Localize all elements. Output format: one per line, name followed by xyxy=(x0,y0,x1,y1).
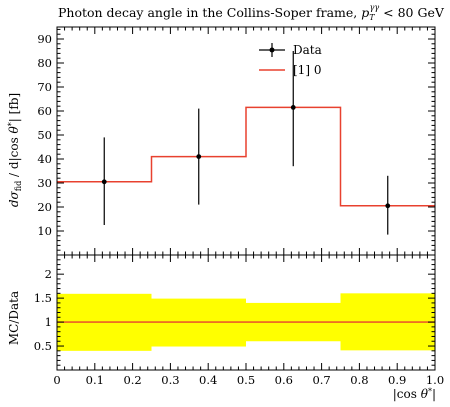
main-ytick-label-50: 50 xyxy=(37,128,52,142)
ratio-xlabel: |cos θ*| xyxy=(393,387,436,401)
chart-title: Photon decay angle in the Collins-Soper … xyxy=(58,3,445,22)
main-ytick-label-20: 20 xyxy=(37,200,52,214)
ratio-ytick-label-3: 2 xyxy=(45,267,52,281)
chart-marks xyxy=(57,51,435,323)
chart-title-cut-sub: T xyxy=(369,13,375,22)
chart-title-text: Photon decay angle in the Collins-Soper … xyxy=(58,5,361,20)
main-ytick-label-90: 90 xyxy=(37,32,52,46)
data-point-3 xyxy=(290,105,296,110)
main-ytick-label-70: 70 xyxy=(37,80,52,94)
data-point-2 xyxy=(196,154,202,160)
main-ytick-label-40: 40 xyxy=(37,152,52,166)
ratio-ytick-label-1: 1 xyxy=(45,315,52,329)
legend: Data [1] 0 xyxy=(259,43,322,77)
ratio-xtick-label-8: 0.8 xyxy=(350,373,368,387)
chart-title-cut-sup: γγ xyxy=(370,3,380,12)
ratio-xtick-label-6: 0.6 xyxy=(275,373,293,387)
legend-label-data: Data xyxy=(293,43,322,57)
data-point-1 xyxy=(101,179,107,185)
main-ytick-label-10: 10 xyxy=(37,224,52,238)
legend-label-mc: [1] 0 xyxy=(293,63,321,77)
main-ytick-label-30: 30 xyxy=(37,176,52,190)
ratio-xtick-label-10: 1.0 xyxy=(426,373,444,387)
ratio-xtick-label-5: 0.5 xyxy=(237,373,255,387)
ratio-xtick-label-7: 0.7 xyxy=(312,373,330,387)
main-ylabel: dσfid / d|cos θ*| [fb] xyxy=(7,93,23,207)
ratio-xtick-label-3: 0.3 xyxy=(161,373,179,387)
main-ytick-label-60: 60 xyxy=(37,104,52,118)
ratio-xtick-label-2: 0.2 xyxy=(123,373,141,387)
ratio-xtick-label-1: 0.1 xyxy=(86,373,104,387)
legend-data-marker xyxy=(269,47,275,53)
data-point-4 xyxy=(385,203,391,209)
chart-title-cut-p: p xyxy=(361,5,369,20)
ratio-xtick-label-0: 0 xyxy=(53,373,60,387)
ratio-ytick-label-0: 0.5 xyxy=(34,339,52,353)
chart-title-cut-tail: < 80 GeV xyxy=(379,5,445,20)
main-mc-step xyxy=(57,106,435,207)
ratio-ytick-label-2: 1.5 xyxy=(34,291,52,305)
main-ytick-label-80: 80 xyxy=(37,56,52,70)
ratio-xtick-label-4: 0.4 xyxy=(199,373,217,387)
ratio-ylabel: MC/Data xyxy=(7,291,21,345)
ratio-xtick-label-9: 0.9 xyxy=(388,373,406,387)
